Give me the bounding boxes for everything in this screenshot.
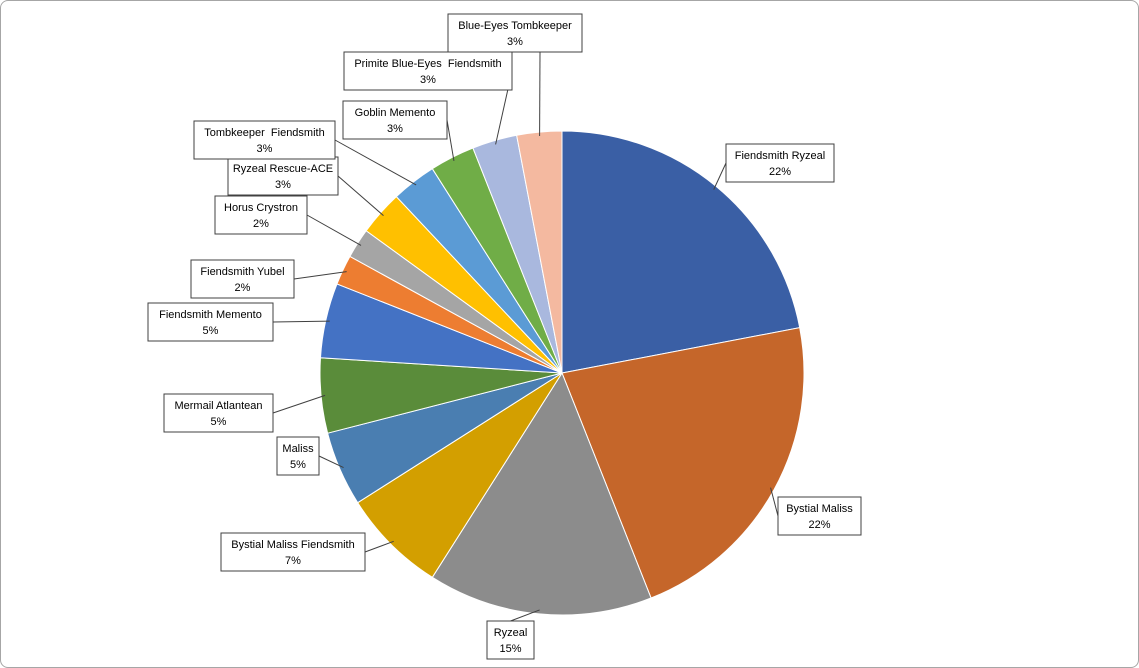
- data-label-fiendsmith-yubel: Fiendsmith Yubel 2%: [190, 259, 295, 299]
- pie-slice-bystial-maliss-fiendsmith[interactable]: [356, 372, 563, 579]
- leader-line-goblin-memento: [446, 119, 455, 162]
- data-label-category: Tombkeeper Fiendsmith: [204, 127, 324, 139]
- data-label-bystial-maliss: Bystial Maliss 22%: [777, 496, 862, 536]
- data-label-value: 22%: [808, 519, 830, 531]
- data-label-value: 3%: [257, 143, 273, 155]
- data-label-box: [227, 156, 339, 196]
- data-label-value: 3%: [507, 36, 523, 48]
- pie-slice-ryzeal[interactable]: [431, 371, 652, 616]
- data-label-category: Bystial Maliss: [786, 503, 853, 515]
- data-label-category: Fiendsmith Yubel: [200, 266, 284, 278]
- data-label-box: [276, 436, 320, 476]
- data-label-category: Maliss: [282, 443, 314, 455]
- data-label-goblin-memento: Goblin Memento 3%: [342, 100, 448, 140]
- data-label-value: 5%: [211, 416, 227, 428]
- leader-line-mermail-atlantean: [272, 394, 326, 414]
- data-label-ryzeal-rescue-ace: Ryzeal Rescue-ACE 3%: [227, 156, 339, 196]
- data-label-fiendsmith-memento: Fiendsmith Memento 5%: [147, 302, 274, 342]
- data-label-box: [193, 120, 336, 160]
- leader-line-fiendsmith-yubel: [293, 271, 347, 280]
- data-label-box: [214, 195, 308, 235]
- leader-line-maliss: [318, 455, 344, 468]
- data-label-category: Bystial Maliss Fiendsmith: [231, 539, 354, 551]
- data-label-ryzeal: Ryzeal 15%: [486, 620, 535, 660]
- leader-line-tombkeeper-fiendsmith: [334, 139, 417, 186]
- data-label-value: 22%: [769, 166, 791, 178]
- data-label-box: [220, 532, 366, 572]
- pie-slice-fiendsmith-ryzeal[interactable]: [561, 130, 801, 374]
- leader-line-bystial-maliss: [770, 487, 779, 517]
- leader-line-ryzeal-rescue-ace: [337, 175, 384, 216]
- data-label-bystial-maliss-fiendsmith: Bystial Maliss Fiendsmith 7%: [220, 532, 366, 572]
- data-label-category: Fiendsmith Ryzeal: [735, 150, 825, 162]
- data-label-mermail-atlantean: Mermail Atlantean 5%: [163, 393, 274, 433]
- pie-slice-bystial-maliss[interactable]: [561, 327, 805, 599]
- data-label-box: [447, 13, 583, 53]
- data-label-box: [163, 393, 274, 433]
- data-label-box: [147, 302, 274, 342]
- data-label-value: 2%: [235, 282, 251, 294]
- data-label-value: 5%: [203, 325, 219, 337]
- data-label-primite-blue-eyes-fiendsmith: Primite Blue-Eyes Fiendsmith 3%: [343, 51, 513, 91]
- data-label-category: Ryzeal Rescue-ACE: [233, 163, 333, 175]
- data-label-value: 3%: [420, 74, 436, 86]
- data-label-value: 2%: [253, 218, 269, 230]
- data-label-category: Goblin Memento: [355, 107, 436, 119]
- data-label-category: Fiendsmith Memento: [159, 309, 262, 321]
- data-label-box: [342, 100, 448, 140]
- data-label-box: [486, 620, 535, 660]
- leader-line-fiendsmith-ryzeal: [713, 162, 727, 190]
- data-label-value: 7%: [285, 555, 301, 567]
- data-label-fiendsmith-ryzeal: Fiendsmith Ryzeal 22%: [725, 143, 835, 183]
- leader-line-ryzeal: [510, 609, 540, 622]
- data-label-category: Horus Crystron: [224, 202, 298, 214]
- leader-line-bystial-maliss-fiendsmith: [364, 540, 394, 553]
- data-label-box: [190, 259, 295, 299]
- data-label-value: 3%: [387, 123, 403, 135]
- data-label-category: Primite Blue-Eyes Fiendsmith: [354, 58, 501, 70]
- data-label-tombkeeper-fiendsmith: Tombkeeper Fiendsmith 3%: [193, 120, 336, 160]
- data-label-box: [725, 143, 835, 183]
- data-label-value: 15%: [499, 643, 521, 655]
- data-label-box: [777, 496, 862, 536]
- leader-line-horus-crystron: [306, 214, 362, 246]
- data-label-category: Blue-Eyes Tombkeeper: [458, 20, 572, 32]
- data-label-value: 3%: [275, 179, 291, 191]
- leader-line-fiendsmith-memento: [272, 320, 330, 323]
- data-label-category: Mermail Atlantean: [174, 400, 262, 412]
- data-label-box: [343, 51, 513, 91]
- data-label-blue-eyes-tombkeeper: Blue-Eyes Tombkeeper 3%: [447, 13, 583, 53]
- data-label-horus-crystron: Horus Crystron 2%: [214, 195, 308, 235]
- data-label-category: Ryzeal: [494, 627, 528, 639]
- data-label-value: 5%: [290, 459, 306, 471]
- data-label-maliss: Maliss 5%: [276, 436, 320, 476]
